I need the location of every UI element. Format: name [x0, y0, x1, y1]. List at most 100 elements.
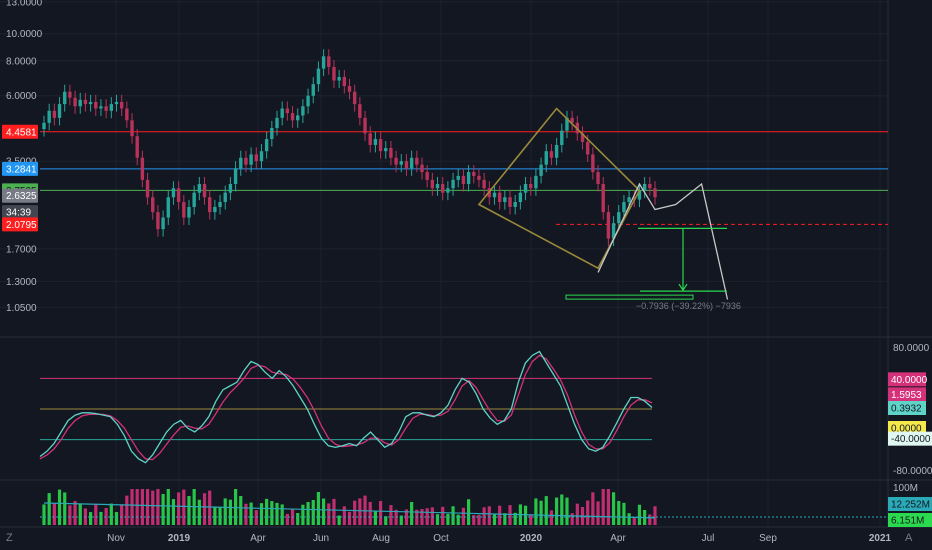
volume-bar — [498, 505, 502, 525]
y-tick-label: 10.0000 — [6, 29, 43, 40]
volume-bar — [389, 505, 393, 525]
stoch-value-badge — [888, 387, 926, 402]
volume-bar — [435, 514, 440, 525]
candle-body — [451, 179, 455, 189]
candle-body — [565, 117, 569, 131]
volume-bar — [78, 504, 82, 525]
volume-bar — [347, 511, 352, 525]
volume-bar — [182, 489, 186, 525]
measure-label: −0.7936 (−39.22%) −7936 — [636, 301, 741, 311]
candle-body — [130, 120, 134, 137]
volume-bar — [472, 515, 476, 525]
volume-ma-line — [43, 502, 656, 519]
volume-bar — [617, 501, 621, 525]
candle-body — [275, 117, 279, 128]
volume-bar — [187, 496, 191, 525]
auto-scale-icon[interactable]: A — [905, 532, 913, 544]
stoch-tick-label: 80.0000 — [893, 343, 930, 354]
volume-bar — [529, 514, 533, 525]
candle-body — [554, 144, 559, 158]
volume-bar — [586, 500, 590, 525]
volume-bar — [544, 496, 548, 525]
candle-body — [182, 202, 186, 218]
volume-bar — [353, 500, 357, 525]
candle-body — [642, 184, 647, 191]
candle-body — [368, 133, 372, 145]
volume-bar — [410, 502, 414, 525]
candle-body — [513, 202, 517, 207]
volume-bar — [275, 502, 279, 525]
candle-body — [503, 197, 507, 203]
horizontal-levels — [40, 131, 888, 225]
y-tick-label: 6.0000 — [6, 91, 37, 102]
candle-body — [270, 127, 274, 140]
stoch-value-badge — [888, 401, 926, 415]
candle-body — [653, 188, 657, 198]
stoch-level-badge-label: 0.0000 — [891, 424, 922, 435]
candle-body — [352, 91, 357, 105]
volume-bar — [63, 492, 67, 525]
volume-bar — [622, 502, 626, 525]
volume-bar — [596, 501, 600, 525]
volume-bar — [461, 507, 466, 525]
candle-body — [239, 157, 243, 169]
volume-bar — [135, 489, 139, 525]
volume-bar — [456, 514, 460, 525]
candle-body — [539, 164, 543, 176]
candle-body — [637, 190, 642, 200]
volume-bar — [259, 503, 264, 525]
candle-body — [611, 223, 616, 239]
candle-body — [73, 97, 77, 107]
volume-bar — [73, 501, 77, 525]
x-tick-label: Jul — [702, 533, 715, 544]
candle-body — [114, 101, 119, 105]
x-tick-label: 2019 — [168, 533, 191, 544]
volume-bar — [373, 511, 377, 525]
candle-body — [176, 188, 181, 203]
volume-bar — [285, 513, 289, 525]
volume-bar — [57, 489, 62, 525]
volume-bar — [503, 513, 507, 525]
candle-body — [259, 151, 264, 162]
stoch-value-badge-label: 1.5953 — [891, 390, 922, 401]
grid-lines — [0, 0, 932, 528]
candle-body — [52, 110, 57, 118]
candle-body — [456, 175, 460, 180]
price-badge — [2, 161, 38, 176]
volume-bar — [270, 501, 274, 525]
x-tick-label: Apr — [250, 533, 266, 544]
candle-body — [389, 148, 393, 158]
volume-bar — [89, 512, 93, 525]
y-tick-label: 1.7000 — [6, 244, 37, 255]
price-badge — [2, 188, 38, 203]
volume-bar — [311, 500, 315, 525]
volume-bar — [337, 515, 341, 525]
volume-bar — [145, 489, 150, 525]
diamond-pattern — [477, 107, 641, 270]
volume-bar — [508, 505, 512, 525]
candle-body — [560, 130, 564, 145]
z-icon[interactable]: Z — [6, 532, 13, 544]
stoch-level-badge — [888, 431, 932, 446]
stoch-value-badge-label: 0.3932 — [891, 404, 922, 415]
candle-body — [523, 184, 528, 193]
volume-panel: 100M 12.252M 6.151M — [40, 483, 932, 527]
volume-bar — [477, 514, 481, 525]
candle-body — [648, 184, 652, 189]
volume-bar — [244, 503, 248, 525]
y-tick-label: 1.3000 — [6, 277, 37, 288]
volume-bar — [513, 512, 517, 525]
x-tick-label: 2020 — [520, 533, 543, 544]
candle-body — [606, 212, 611, 239]
candle-body — [327, 56, 331, 68]
candle-body — [135, 136, 139, 158]
candle-body — [280, 108, 284, 118]
volume-value-badge-label: 12.252M — [891, 500, 930, 511]
candle-body — [591, 154, 595, 173]
volume-bar — [446, 513, 450, 525]
volume-bar — [611, 492, 616, 525]
volume-bar — [239, 496, 243, 525]
volume-bar — [653, 506, 657, 525]
